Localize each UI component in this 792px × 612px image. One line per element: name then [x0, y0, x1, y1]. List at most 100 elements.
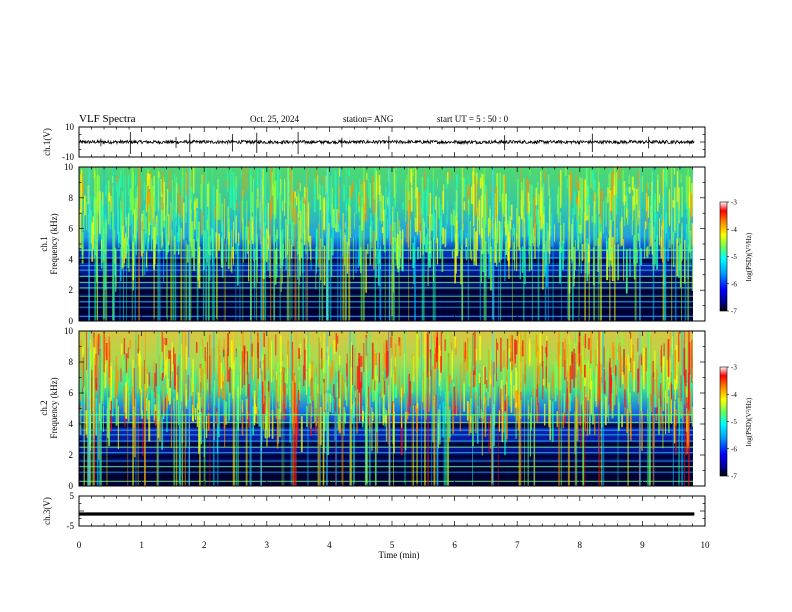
spectral-speckle — [573, 191, 576, 215]
spectral-speckle — [662, 381, 665, 412]
ch3-ytick-top: 5 — [70, 491, 75, 501]
spectral-speckle — [253, 178, 255, 222]
spectral-speckle — [428, 358, 431, 381]
spectral-speckle — [222, 349, 225, 357]
sferic-line — [414, 236, 417, 321]
spectral-speckle — [95, 245, 97, 257]
spectral-speckle — [282, 354, 284, 362]
spectral-speckle — [158, 397, 161, 422]
sferic-line — [558, 331, 560, 486]
spectral-speckle — [529, 413, 532, 457]
spectral-speckle — [428, 241, 430, 267]
sferic-line — [91, 331, 93, 486]
spectral-speckle — [177, 248, 179, 255]
spectral-speckle — [310, 248, 312, 261]
spectral-speckle — [665, 168, 668, 187]
spectral-speckle — [230, 340, 233, 369]
spectral-speckle — [352, 237, 354, 280]
spectral-speckle — [228, 369, 230, 382]
spectral-speckle — [348, 205, 350, 246]
spectral-speckle — [484, 366, 486, 385]
spectral-speckle — [241, 351, 243, 388]
spectral-speckle — [214, 380, 216, 406]
spectral-speckle — [669, 340, 671, 385]
spectral-speckle — [488, 414, 490, 453]
spectral-speckle — [185, 346, 187, 370]
spectral-speckle — [217, 179, 220, 220]
spectral-speckle — [284, 178, 285, 217]
sferic-line — [365, 355, 368, 486]
spectral-speckle — [390, 336, 392, 348]
spectral-speckle — [615, 193, 618, 216]
sferic-line — [404, 331, 406, 486]
spectral-speckle — [313, 177, 316, 212]
spectral-speckle — [101, 239, 103, 251]
sferic-line — [447, 331, 450, 486]
spectral-speckle — [494, 240, 496, 263]
spectral-speckle — [338, 370, 340, 415]
spectral-speckle — [456, 186, 458, 221]
spectral-speckle — [207, 403, 209, 410]
spectral-speckle — [272, 392, 274, 413]
spectral-speckle — [294, 191, 296, 198]
ch2-spectrogram-ylabel-frequency: Frequency (kHz) — [49, 377, 59, 438]
spectral-speckle — [324, 361, 327, 390]
spectral-speckle — [129, 339, 132, 350]
spectral-speckle — [473, 370, 475, 388]
spectral-speckle — [333, 384, 335, 399]
spectral-speckle — [464, 350, 466, 363]
spectral-speckle — [646, 182, 648, 227]
spectral-speckle — [693, 393, 694, 414]
spectral-speckle — [440, 221, 443, 237]
spectral-speckle — [645, 347, 647, 372]
spectral-speckle — [562, 412, 565, 429]
spectral-speckle — [338, 355, 341, 366]
sferic-line — [574, 396, 576, 486]
spectral-speckle — [637, 186, 639, 227]
spectral-speckle — [271, 188, 273, 216]
sferic-line — [279, 168, 281, 321]
sferic-line — [412, 405, 415, 486]
spectral-speckle — [264, 354, 266, 381]
sferic-line — [568, 232, 570, 321]
spectral-speckle — [541, 345, 543, 367]
spectral-speckle — [174, 205, 176, 219]
spectral-speckle — [408, 191, 410, 201]
spectral-speckle — [105, 354, 107, 369]
spectral-speckle — [428, 195, 430, 225]
spectral-speckle — [315, 247, 317, 290]
sferic-line — [634, 195, 637, 321]
spectral-speckle — [617, 398, 620, 429]
spectral-speckle — [578, 190, 580, 216]
spectral-speckle — [144, 204, 146, 246]
spectral-speckle — [675, 375, 678, 384]
spectral-speckle — [232, 171, 235, 210]
sferic-event — [639, 167, 641, 321]
spectral-speckle — [545, 366, 547, 389]
spectral-speckle — [681, 186, 684, 218]
spectral-speckle — [233, 187, 235, 205]
time-tick-label: 0 — [77, 540, 82, 550]
spectral-speckle — [542, 224, 544, 261]
spectral-speckle — [251, 191, 253, 213]
spectral-speckle — [586, 238, 589, 282]
spectral-speckle — [406, 175, 408, 211]
spectral-speckle — [112, 176, 114, 183]
spectral-speckle — [167, 188, 169, 216]
spectral-speckle — [686, 382, 689, 403]
spectral-speckle — [229, 367, 231, 393]
sferic-line — [421, 199, 424, 321]
spectral-speckle — [513, 386, 515, 417]
spectral-speckle — [390, 224, 392, 245]
sferic-line — [368, 331, 371, 486]
spectral-speckle — [470, 366, 472, 403]
sferic-event — [492, 167, 494, 321]
sferic-line — [119, 229, 121, 321]
spectral-speckle — [145, 398, 147, 411]
spectral-speckle — [382, 401, 385, 420]
spectral-speckle — [633, 195, 635, 211]
spectral-speckle — [566, 178, 569, 188]
spectral-speckle — [614, 379, 616, 406]
spectral-speckle — [219, 193, 221, 220]
ch3-waveform-panel: 5 -5 ch.3(V) — [42, 491, 706, 531]
